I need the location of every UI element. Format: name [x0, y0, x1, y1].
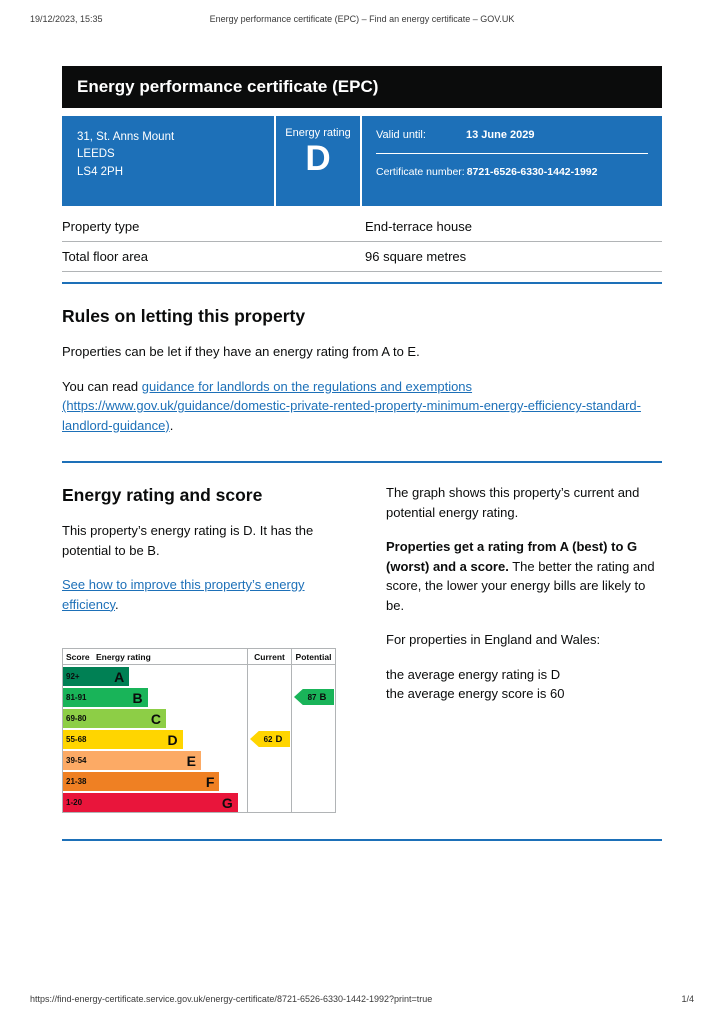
- energy-rating-chart: Score Energy rating 92+ A 81-91: [62, 648, 336, 813]
- band-f: 21-38 F: [63, 772, 220, 791]
- certificate-number-value: 8721-6526-6330-1442-1992: [466, 166, 598, 178]
- current-rating-score: 62: [263, 734, 273, 744]
- section-divider: [62, 282, 662, 284]
- band-d-score: 55-68: [66, 735, 87, 744]
- letting-rules-guidance-para: You can read guidance for landlords on t…: [62, 377, 662, 436]
- average-score-line: the average energy score is 60: [386, 686, 565, 701]
- valid-until-value: 13 June 2029: [466, 129, 535, 141]
- letting-rules-para: Properties can be let if they have an en…: [62, 344, 420, 359]
- floor-area-value: 96 square metres: [365, 249, 467, 264]
- potential-rating-letter: B: [319, 691, 327, 703]
- rating-explanation-bold: Properties get a rating from A (best) to…: [386, 539, 638, 574]
- current-column-header: Current: [248, 649, 291, 665]
- rating-column-header: Energy rating: [96, 651, 151, 662]
- band-row-d: 55-68 D: [63, 728, 247, 749]
- content: Energy performance certificate (EPC) 31,…: [62, 66, 662, 841]
- potential-column-header: Potential: [292, 649, 335, 665]
- potential-rating-tag: 87 B: [294, 689, 334, 705]
- print-footer: https://find-energy-certificate.service.…: [30, 994, 694, 1004]
- band-row-e: 39-54 E: [63, 749, 247, 770]
- page-title-banner: Energy performance certificate (EPC): [62, 66, 662, 108]
- floor-area-label: Total floor area: [62, 249, 148, 264]
- band-row-b: 81-91 B: [63, 686, 247, 707]
- england-wales-para: For properties in England and Wales:: [386, 632, 601, 647]
- band-f-score: 21-38: [66, 777, 87, 786]
- rating-section-right: The graph shows this property’s current …: [386, 463, 662, 813]
- validity-divider: [376, 153, 648, 154]
- band-c: 69-80 C: [63, 709, 167, 728]
- property-details-table: Property type End-terrace house Total fl…: [62, 212, 662, 272]
- current-column: Current 62 D: [247, 649, 291, 812]
- section-divider: [62, 839, 662, 841]
- guidance-text-prefix: You can read: [62, 378, 142, 394]
- rating-section-left: Energy rating and score This property’s …: [62, 463, 358, 813]
- valid-until-label: Valid until:: [376, 129, 426, 141]
- letting-rules-heading: Rules on letting this property: [62, 306, 306, 326]
- energy-rating-label: Energy rating: [285, 127, 351, 139]
- property-address: 31, St. Anns Mount LEEDS LS4 2PH: [62, 116, 274, 206]
- print-footer-page-number: 1/4: [681, 994, 694, 1004]
- band-row-f: 21-38 F: [63, 770, 247, 791]
- print-page-title: Energy performance certificate (EPC) – F…: [209, 14, 515, 24]
- band-e-score: 39-54: [66, 756, 87, 765]
- rating-summary-para: This property’s energy rating is D. It h…: [62, 523, 314, 558]
- band-c-score: 69-80: [66, 714, 87, 723]
- print-footer-url: https://find-energy-certificate.service.…: [30, 994, 433, 1004]
- improve-efficiency-para: See how to improve this property’s energ…: [62, 575, 358, 614]
- property-type-value: End-terrace house: [365, 219, 472, 234]
- band-row-g: 1-20 G: [63, 791, 247, 812]
- improve-efficiency-link[interactable]: See how to improve this property’s energ…: [62, 577, 305, 612]
- certificate-number-label: Certificate number:: [376, 166, 465, 178]
- band-g-letter: G: [221, 794, 233, 811]
- band-c-letter: C: [150, 710, 162, 727]
- band-e-letter: E: [186, 752, 196, 769]
- chart-rating-area: Score Energy rating 92+ A 81-91: [63, 649, 247, 812]
- energy-rating-value: D: [305, 139, 331, 178]
- band-a: 92+ A: [63, 667, 130, 686]
- band-d: 55-68 D: [63, 730, 183, 749]
- band-row-c: 69-80 C: [63, 707, 247, 728]
- potential-column: Potential 87 B: [291, 649, 335, 812]
- average-rating-line: the average energy rating is D: [386, 666, 561, 682]
- address-line-3: LS4 2PH: [77, 165, 124, 178]
- validity-box: Valid until: 13 June 2029 Certificate nu…: [362, 116, 662, 206]
- band-d-letter: D: [167, 731, 178, 748]
- band-a-score: 92+: [66, 672, 80, 681]
- current-rating-letter: D: [275, 733, 283, 745]
- score-column-header: Score: [66, 651, 90, 662]
- rating-section: Energy rating and score This property’s …: [62, 463, 662, 813]
- band-b-score: 81-91: [66, 693, 87, 702]
- band-f-letter: F: [205, 773, 215, 790]
- rating-explanation-rest: The better the rating and score, the low…: [386, 558, 655, 613]
- band-row-a: 92+ A: [63, 665, 247, 686]
- rating-score-heading: Energy rating and score: [62, 485, 263, 505]
- band-g: 1-20 G: [63, 793, 238, 812]
- energy-rating-box: Energy rating D: [274, 116, 362, 206]
- address-line-2: LEEDS: [77, 148, 115, 161]
- band-b: 81-91 B: [63, 688, 148, 707]
- table-row: Total floor area 96 square metres: [62, 242, 662, 272]
- certificate-summary-panel: 31, St. Anns Mount LEEDS LS4 2PH Energy …: [62, 116, 662, 206]
- landlord-guidance-link[interactable]: guidance for landlords on the regulation…: [62, 378, 641, 433]
- print-header: 19/12/2023, 15:35 Energy performance cer…: [30, 14, 694, 24]
- current-rating-tag: 62 D: [250, 731, 290, 747]
- averages-para: the average energy rating is D the avera…: [386, 665, 662, 704]
- band-g-score: 1-20: [66, 798, 83, 807]
- chart-header-row: Score Energy rating: [63, 649, 247, 665]
- band-a-letter: A: [114, 668, 125, 685]
- potential-rating-score: 87: [307, 692, 317, 702]
- improve-link-suffix: .: [115, 596, 119, 612]
- rating-explanation-para: Properties get a rating from A (best) to…: [386, 537, 662, 615]
- property-type-label: Property type: [62, 219, 140, 234]
- band-e: 39-54 E: [63, 751, 201, 770]
- table-row: Property type End-terrace house: [62, 212, 662, 242]
- guidance-text-suffix: .: [169, 417, 174, 433]
- graph-description-para: The graph shows this property’s current …: [386, 485, 640, 520]
- address-line-1: 31, St. Anns Mount: [77, 131, 175, 143]
- section-divider: [62, 461, 662, 463]
- band-b-letter: B: [132, 689, 143, 706]
- print-datetime: 19/12/2023, 15:35: [30, 14, 103, 24]
